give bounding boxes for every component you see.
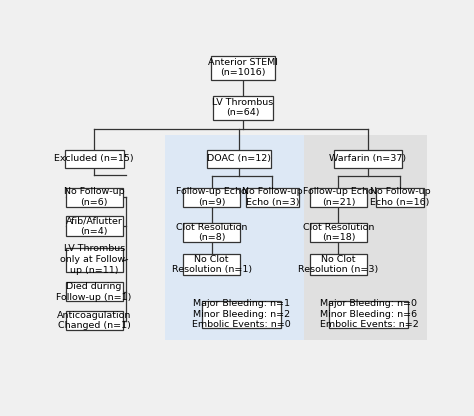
FancyBboxPatch shape (183, 188, 240, 207)
Text: Clot Resolution
(n=18): Clot Resolution (n=18) (303, 223, 374, 243)
FancyBboxPatch shape (66, 248, 123, 272)
Text: Died during
Follow-up (n=1): Died during Follow-up (n=1) (56, 282, 132, 302)
FancyBboxPatch shape (211, 55, 275, 79)
FancyBboxPatch shape (183, 223, 240, 242)
FancyBboxPatch shape (310, 223, 367, 242)
FancyBboxPatch shape (329, 301, 409, 328)
FancyBboxPatch shape (66, 188, 123, 207)
FancyBboxPatch shape (310, 188, 367, 207)
FancyBboxPatch shape (66, 216, 123, 236)
FancyBboxPatch shape (246, 188, 299, 207)
Text: Major Bleeding: n=0
Minor Bleeding: n=6
Embolic Events: n=2: Major Bleeding: n=0 Minor Bleeding: n=6 … (319, 299, 418, 329)
FancyBboxPatch shape (376, 188, 424, 207)
FancyBboxPatch shape (66, 311, 123, 330)
FancyBboxPatch shape (65, 150, 124, 168)
Text: Warfarin (n=37): Warfarin (n=37) (329, 154, 406, 163)
FancyBboxPatch shape (334, 150, 402, 168)
Text: No Clot
Resolution (n=3): No Clot Resolution (n=3) (298, 255, 379, 275)
FancyBboxPatch shape (66, 282, 123, 301)
Text: DOAC (n=12): DOAC (n=12) (207, 154, 271, 163)
Text: No Follow-up
(n=6): No Follow-up (n=6) (64, 187, 125, 207)
Text: Clot Resolution
(n=8): Clot Resolution (n=8) (176, 223, 247, 243)
Text: Anticoagulation
Changed (n=1): Anticoagulation Changed (n=1) (57, 311, 131, 330)
FancyBboxPatch shape (310, 254, 367, 275)
FancyBboxPatch shape (183, 254, 240, 275)
Text: Excluded (n=15): Excluded (n=15) (55, 154, 134, 163)
Text: No Clot
Resolution (n=1): No Clot Resolution (n=1) (172, 255, 252, 275)
Text: Afib/Aflutter
(n=4): Afib/Aflutter (n=4) (66, 216, 123, 236)
FancyBboxPatch shape (202, 301, 281, 328)
Text: Major Bleeding: n=1
Minor Bleeding: n=2
Embolic Events: n=0: Major Bleeding: n=1 Minor Bleeding: n=2 … (192, 299, 291, 329)
FancyBboxPatch shape (213, 96, 273, 119)
Text: Follow-up Echo
(n=21): Follow-up Echo (n=21) (303, 187, 374, 207)
Text: No Follow-up
Echo (n=3): No Follow-up Echo (n=3) (242, 187, 302, 207)
Text: LV Thrombus
(n=64): LV Thrombus (n=64) (212, 98, 273, 117)
Text: Anterior STEMI
(n=1016): Anterior STEMI (n=1016) (208, 58, 278, 77)
Bar (165, 135, 304, 340)
Text: No Follow-up
Echo (n=16): No Follow-up Echo (n=16) (370, 187, 430, 207)
Text: Follow-up Echo
(n=9): Follow-up Echo (n=9) (176, 187, 247, 207)
Text: LV Thrombus
only at Follow-
up (n=11): LV Thrombus only at Follow- up (n=11) (60, 245, 128, 275)
Bar (304, 135, 427, 340)
FancyBboxPatch shape (207, 150, 272, 168)
